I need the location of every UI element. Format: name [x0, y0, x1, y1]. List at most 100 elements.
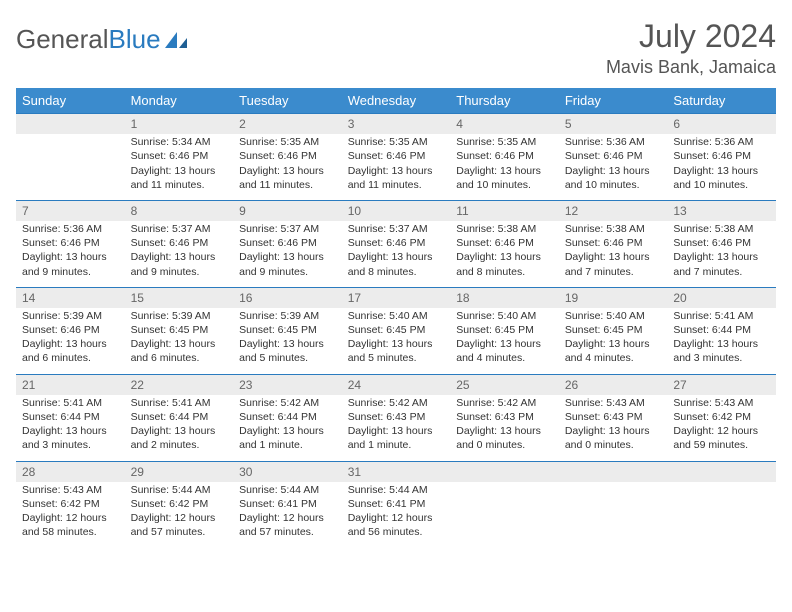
day-number-cell	[667, 461, 776, 482]
day-number-cell	[559, 461, 668, 482]
sunrise-line: Sunrise: 5:40 AM	[348, 309, 445, 323]
sunrise-line: Sunrise: 5:38 AM	[456, 222, 553, 236]
week-content-row: Sunrise: 5:34 AMSunset: 6:46 PMDaylight:…	[16, 134, 776, 200]
daylight-line: Daylight: 13 hours and 9 minutes.	[239, 250, 336, 278]
day-content-cell: Sunrise: 5:37 AMSunset: 6:46 PMDaylight:…	[342, 221, 451, 287]
day-content-cell: Sunrise: 5:43 AMSunset: 6:42 PMDaylight:…	[667, 395, 776, 461]
day-header: Friday	[559, 88, 668, 114]
day-number-cell: 18	[450, 287, 559, 308]
day-number-cell: 3	[342, 114, 451, 135]
sunset-line: Sunset: 6:46 PM	[131, 236, 228, 250]
week-daynum-row: 28293031	[16, 461, 776, 482]
logo-text-blue: Blue	[109, 24, 161, 55]
daylight-line: Daylight: 13 hours and 3 minutes.	[22, 424, 119, 452]
day-header: Thursday	[450, 88, 559, 114]
day-content-cell: Sunrise: 5:39 AMSunset: 6:45 PMDaylight:…	[233, 308, 342, 374]
day-content-cell: Sunrise: 5:40 AMSunset: 6:45 PMDaylight:…	[450, 308, 559, 374]
daylight-line: Daylight: 13 hours and 4 minutes.	[565, 337, 662, 365]
day-number-cell: 26	[559, 374, 668, 395]
sunset-line: Sunset: 6:46 PM	[348, 149, 445, 163]
week-daynum-row: 14151617181920	[16, 287, 776, 308]
sunrise-line: Sunrise: 5:35 AM	[456, 135, 553, 149]
sunrise-line: Sunrise: 5:43 AM	[565, 396, 662, 410]
day-content-cell: Sunrise: 5:41 AMSunset: 6:44 PMDaylight:…	[16, 395, 125, 461]
daylight-line: Daylight: 13 hours and 10 minutes.	[565, 164, 662, 192]
day-number-cell: 12	[559, 200, 668, 221]
daylight-line: Daylight: 13 hours and 8 minutes.	[348, 250, 445, 278]
logo-sail-icon	[163, 30, 191, 50]
sunrise-line: Sunrise: 5:44 AM	[239, 483, 336, 497]
day-number-cell: 13	[667, 200, 776, 221]
sunrise-line: Sunrise: 5:36 AM	[673, 135, 770, 149]
day-number-cell: 21	[16, 374, 125, 395]
sunrise-line: Sunrise: 5:36 AM	[565, 135, 662, 149]
day-content-cell: Sunrise: 5:38 AMSunset: 6:46 PMDaylight:…	[450, 221, 559, 287]
daylight-line: Daylight: 13 hours and 10 minutes.	[673, 164, 770, 192]
day-content-cell: Sunrise: 5:35 AMSunset: 6:46 PMDaylight:…	[342, 134, 451, 200]
sunset-line: Sunset: 6:46 PM	[565, 149, 662, 163]
sunset-line: Sunset: 6:46 PM	[456, 236, 553, 250]
sunrise-line: Sunrise: 5:41 AM	[673, 309, 770, 323]
sunrise-line: Sunrise: 5:43 AM	[673, 396, 770, 410]
sunrise-line: Sunrise: 5:37 AM	[131, 222, 228, 236]
daylight-line: Daylight: 13 hours and 5 minutes.	[239, 337, 336, 365]
week-content-row: Sunrise: 5:36 AMSunset: 6:46 PMDaylight:…	[16, 221, 776, 287]
sunset-line: Sunset: 6:43 PM	[565, 410, 662, 424]
week-daynum-row: 78910111213	[16, 200, 776, 221]
sunset-line: Sunset: 6:44 PM	[131, 410, 228, 424]
day-number-cell: 8	[125, 200, 234, 221]
day-content-cell: Sunrise: 5:40 AMSunset: 6:45 PMDaylight:…	[559, 308, 668, 374]
day-content-cell: Sunrise: 5:44 AMSunset: 6:41 PMDaylight:…	[233, 482, 342, 548]
sunrise-line: Sunrise: 5:37 AM	[239, 222, 336, 236]
sunrise-line: Sunrise: 5:44 AM	[131, 483, 228, 497]
sunset-line: Sunset: 6:46 PM	[348, 236, 445, 250]
sunrise-line: Sunrise: 5:37 AM	[348, 222, 445, 236]
daylight-line: Daylight: 13 hours and 6 minutes.	[131, 337, 228, 365]
daylight-line: Daylight: 13 hours and 11 minutes.	[348, 164, 445, 192]
daylight-line: Daylight: 13 hours and 4 minutes.	[456, 337, 553, 365]
sunset-line: Sunset: 6:43 PM	[348, 410, 445, 424]
daylight-line: Daylight: 13 hours and 1 minute.	[348, 424, 445, 452]
sunset-line: Sunset: 6:46 PM	[22, 323, 119, 337]
sunset-line: Sunset: 6:42 PM	[22, 497, 119, 511]
sunrise-line: Sunrise: 5:42 AM	[348, 396, 445, 410]
header: GeneralBlue July 2024 Mavis Bank, Jamaic…	[16, 18, 776, 78]
sunrise-line: Sunrise: 5:39 AM	[131, 309, 228, 323]
logo: GeneralBlue	[16, 18, 191, 55]
day-content-cell: Sunrise: 5:44 AMSunset: 6:42 PMDaylight:…	[125, 482, 234, 548]
day-content-cell: Sunrise: 5:38 AMSunset: 6:46 PMDaylight:…	[667, 221, 776, 287]
daylight-line: Daylight: 13 hours and 9 minutes.	[131, 250, 228, 278]
week-daynum-row: 21222324252627	[16, 374, 776, 395]
sunrise-line: Sunrise: 5:36 AM	[22, 222, 119, 236]
day-number-cell: 4	[450, 114, 559, 135]
day-number-cell: 11	[450, 200, 559, 221]
sunset-line: Sunset: 6:45 PM	[239, 323, 336, 337]
day-number-cell: 15	[125, 287, 234, 308]
day-number-cell: 24	[342, 374, 451, 395]
day-number-cell: 27	[667, 374, 776, 395]
day-content-cell: Sunrise: 5:41 AMSunset: 6:44 PMDaylight:…	[667, 308, 776, 374]
day-header: Sunday	[16, 88, 125, 114]
day-number-cell: 6	[667, 114, 776, 135]
day-number-cell: 25	[450, 374, 559, 395]
sunset-line: Sunset: 6:46 PM	[673, 149, 770, 163]
day-number-cell: 19	[559, 287, 668, 308]
calendar-body: 123456Sunrise: 5:34 AMSunset: 6:46 PMDay…	[16, 114, 776, 548]
daylight-line: Daylight: 13 hours and 0 minutes.	[565, 424, 662, 452]
title-block: July 2024 Mavis Bank, Jamaica	[606, 18, 776, 78]
sunset-line: Sunset: 6:45 PM	[131, 323, 228, 337]
sunset-line: Sunset: 6:41 PM	[348, 497, 445, 511]
day-content-cell: Sunrise: 5:34 AMSunset: 6:46 PMDaylight:…	[125, 134, 234, 200]
daylight-line: Daylight: 12 hours and 56 minutes.	[348, 511, 445, 539]
day-number-cell: 7	[16, 200, 125, 221]
sunrise-line: Sunrise: 5:35 AM	[348, 135, 445, 149]
daylight-line: Daylight: 13 hours and 3 minutes.	[673, 337, 770, 365]
daylight-line: Daylight: 13 hours and 10 minutes.	[456, 164, 553, 192]
day-number-cell: 20	[667, 287, 776, 308]
daylight-line: Daylight: 13 hours and 6 minutes.	[22, 337, 119, 365]
sunset-line: Sunset: 6:44 PM	[673, 323, 770, 337]
day-content-cell: Sunrise: 5:42 AMSunset: 6:43 PMDaylight:…	[450, 395, 559, 461]
daylight-line: Daylight: 13 hours and 11 minutes.	[131, 164, 228, 192]
day-content-cell: Sunrise: 5:39 AMSunset: 6:46 PMDaylight:…	[16, 308, 125, 374]
daylight-line: Daylight: 13 hours and 1 minute.	[239, 424, 336, 452]
